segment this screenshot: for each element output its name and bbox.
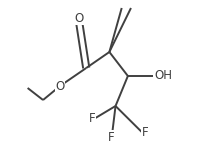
Text: F: F [88,111,95,124]
Text: F: F [141,126,148,139]
Text: O: O [74,11,83,24]
Text: OH: OH [153,69,171,82]
Text: F: F [107,131,114,144]
Text: O: O [55,80,64,93]
